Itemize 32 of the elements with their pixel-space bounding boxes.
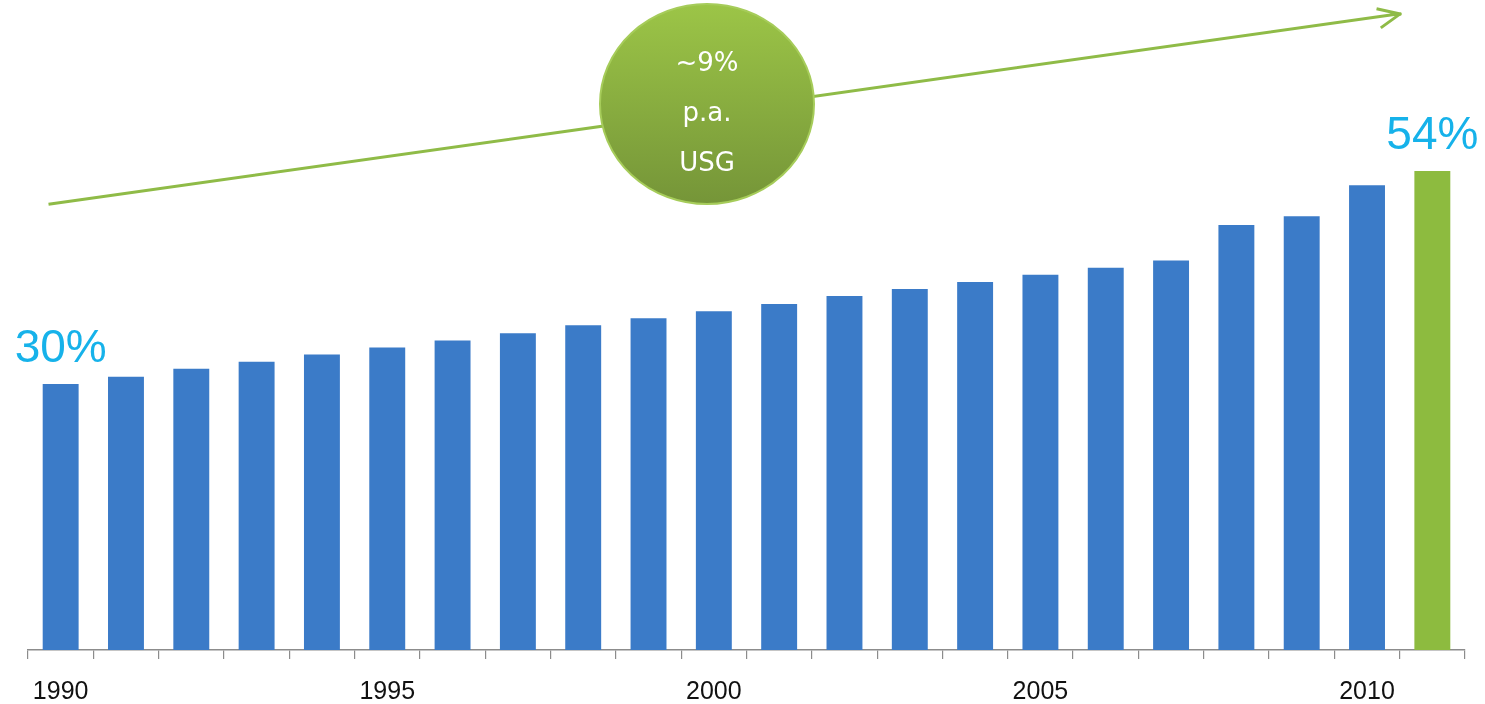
bar [303, 354, 340, 650]
x-tick-label: 2005 [1012, 675, 1069, 704]
bar [1414, 171, 1451, 650]
data-label: 54% [1386, 106, 1479, 159]
data-label: 30% [14, 319, 107, 372]
bar [565, 325, 602, 650]
bar [499, 333, 536, 650]
bar [761, 304, 798, 650]
bar [369, 347, 406, 650]
bar [434, 340, 471, 650]
text: p.a. [682, 96, 732, 129]
bar [957, 281, 994, 650]
bar [695, 311, 732, 650]
bar [42, 383, 79, 650]
bar [1218, 225, 1255, 650]
bar [173, 368, 210, 650]
bar [891, 288, 928, 650]
x-tick-label: 2010 [1339, 675, 1395, 704]
bar [1349, 185, 1385, 650]
bar [238, 361, 275, 650]
bar [1087, 267, 1124, 650]
annotation: USG [679, 146, 735, 179]
x-tick-label: 2000 [686, 675, 742, 704]
bar [1022, 274, 1059, 650]
bar [826, 296, 863, 650]
x-tick-label: 1995 [359, 675, 416, 704]
bar [1283, 216, 1320, 650]
x-tick-label: 1990 [32, 675, 89, 704]
bar [1153, 260, 1190, 650]
text: ~9% [675, 46, 739, 79]
bar [630, 318, 667, 650]
bar [108, 376, 144, 650]
